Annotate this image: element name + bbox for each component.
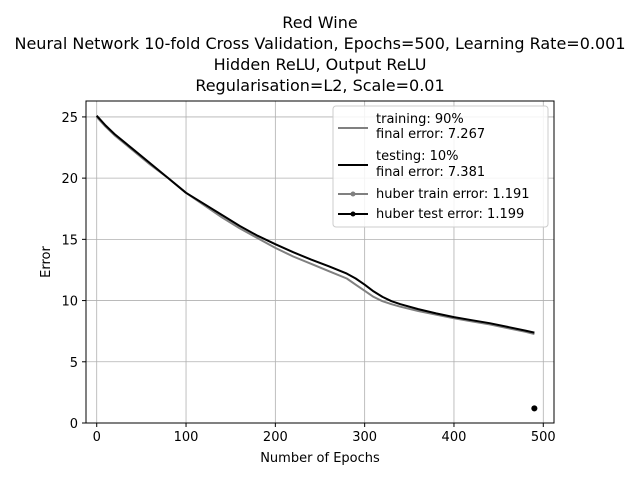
- legend-label-huber-train: huber train error: 1.191: [376, 187, 530, 202]
- legend: training: 90% final error: 7.267 testing…: [332, 105, 549, 228]
- chart-title-line-2: Neural Network 10-fold Cross Validation,…: [14, 34, 625, 53]
- points-layer: [531, 405, 538, 412]
- y-tick-label: 15: [61, 233, 78, 248]
- x-tick-label: 0: [93, 430, 101, 445]
- series-layer: [95, 115, 535, 335]
- legend-box: [332, 105, 549, 228]
- huber-test-point: [531, 405, 538, 412]
- legend-label-huber-test: huber test error: 1.199: [376, 207, 524, 222]
- y-axis-label: Error: [39, 246, 54, 278]
- x-tick-label: 100: [174, 430, 199, 445]
- chart-title-line-3: Hidden ReLU, Output ReLU: [214, 55, 427, 74]
- legend-label-testing-1: testing: 10%: [376, 149, 458, 164]
- chart-title-line-4: Regularisation=L2, Scale=0.01: [195, 76, 444, 95]
- y-tick-label: 5: [70, 356, 78, 371]
- x-tick-label: 200: [263, 430, 288, 445]
- x-tick-label: 300: [352, 430, 377, 445]
- testing-error-line: [95, 115, 535, 334]
- y-tick-label: 10: [61, 295, 78, 310]
- legend-label-testing-2: final error: 7.381: [376, 165, 485, 180]
- axis-ticks: 0 100 200 300 400 500 0 5 10 15 20 25: [61, 111, 555, 445]
- chart-title: Red Wine Neural Network 10-fold Cross Va…: [14, 13, 625, 95]
- y-tick-label: 20: [61, 172, 78, 187]
- legend-label-training-2: final error: 7.267: [376, 127, 485, 142]
- x-tick-label: 400: [442, 430, 467, 445]
- x-tick-label: 500: [531, 430, 556, 445]
- legend-label-training-1: training: 90%: [376, 112, 464, 127]
- chart-title-line-1: Red Wine: [282, 13, 357, 32]
- y-tick-label: 0: [70, 417, 78, 432]
- x-axis-label: Number of Epochs: [260, 451, 380, 466]
- plot-area-frame: [85, 100, 555, 424]
- legend-marker-huber-train: [350, 191, 356, 197]
- legend-marker-huber-test: [350, 211, 356, 217]
- y-tick-label: 25: [61, 111, 78, 126]
